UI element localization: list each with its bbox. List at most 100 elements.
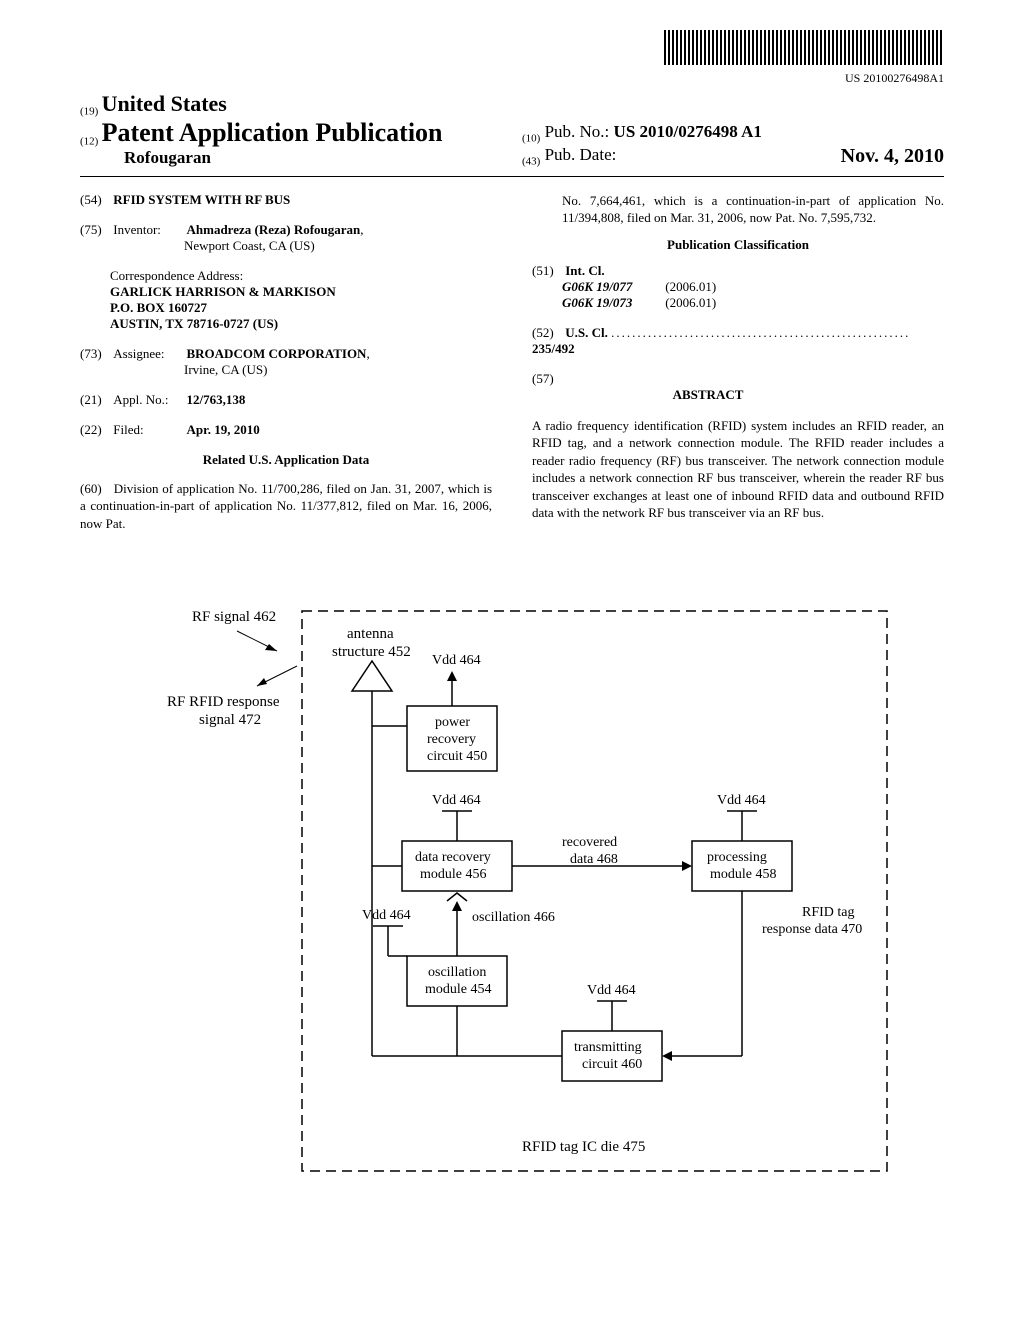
country-line: (19) United States	[80, 91, 502, 118]
content-columns: (54) RFID SYSTEM WITH RF BUS (75) Invent…	[80, 192, 944, 547]
recovered-l1: recovered	[562, 835, 617, 850]
vdd-1: Vdd 464	[432, 653, 481, 668]
correspondence-l3: AUSTIN, TX 78716-0727 (US)	[110, 316, 278, 331]
uscl-dots: ........................................…	[611, 325, 910, 340]
abstract-text: A radio frequency identification (RFID) …	[532, 417, 944, 522]
inventor-code: (75)	[80, 222, 110, 238]
proc-l1: processing	[707, 850, 767, 865]
recovered-l2: data 468	[570, 852, 618, 867]
header-right: (10) Pub. No.: US 2010/0276498 A1 (43) P…	[502, 122, 944, 167]
correspondence-l2: P.O. BOX 160727	[110, 300, 207, 315]
inventor-addr: Newport Coast, CA (US)	[80, 238, 315, 253]
uscl-section: (52) U.S. Cl. ..........................…	[532, 325, 944, 357]
pub-no-code: (10)	[522, 133, 540, 145]
filed-code: (22)	[80, 422, 110, 438]
barcode-number: US 20100276498A1	[80, 71, 944, 86]
antenna-l1: antenna	[347, 626, 394, 642]
pub-no-line: (10) Pub. No.: US 2010/0276498 A1	[522, 122, 944, 144]
title-code: (54)	[80, 192, 110, 208]
power-l2: recovery	[427, 732, 476, 747]
inventor-section: (75) Inventor: Ahmadreza (Reza) Rofougar…	[80, 222, 492, 254]
patent-title: RFID SYSTEM WITH RF BUS	[113, 192, 290, 207]
die-label: RFID tag IC die 475	[522, 1139, 645, 1155]
related-title: Related U.S. Application Data	[80, 452, 492, 468]
assignee-code: (73)	[80, 346, 110, 362]
barcode-image	[664, 30, 944, 65]
pub-date: Nov. 4, 2010	[841, 145, 944, 168]
abstract-title: ABSTRACT	[673, 387, 744, 402]
appl-section: (21) Appl. No.: 12/763,138	[80, 392, 492, 408]
abstract-code: (57)	[532, 371, 562, 387]
pub-class-title: Publication Classification	[532, 237, 944, 253]
trans-l2: circuit 460	[582, 1057, 642, 1072]
abstract-header: (57) ABSTRACT	[532, 371, 944, 403]
correspondence-section: Correspondence Address: GARLICK HARRISON…	[80, 268, 492, 332]
intcl-1: G06K 19/077	[562, 279, 632, 294]
inventor-name: Ahmadreza (Reza) Rofougaran	[187, 222, 361, 237]
filed-date: Apr. 19, 2010	[187, 422, 260, 437]
pub-no-label: Pub. No.:	[545, 122, 610, 141]
doctype-line: (12) Patent Application Publication	[80, 118, 502, 148]
doctype: Patent Application Publication	[102, 118, 443, 147]
intcl-1-date: (2006.01)	[665, 279, 716, 294]
barcode-section: US 20100276498A1	[80, 30, 944, 86]
power-l3: circuit 450	[427, 749, 487, 764]
intcl-label: Int. Cl.	[565, 263, 604, 278]
rf-signal-label: RF signal 462	[192, 609, 276, 625]
filed-label: Filed:	[113, 422, 183, 438]
country-code: (19)	[80, 106, 98, 118]
uscl-code: (52)	[532, 325, 562, 341]
assignee-addr: Irvine, CA (US)	[80, 362, 267, 377]
inventor-label: Inventor:	[113, 222, 183, 238]
intcl-2: G06K 19/073	[562, 295, 632, 310]
appl-no: 12/763,138	[187, 392, 246, 407]
power-l1: power	[435, 715, 470, 730]
related-code: (60)	[80, 480, 110, 498]
rfid-resp-l1: RFID tag	[802, 905, 855, 920]
rfid-resp-l2: response data 470	[762, 922, 862, 937]
rf-response-l1: RF RFID response	[167, 694, 280, 710]
pub-date-label: Pub. Date:	[545, 145, 617, 164]
appl-label: Appl. No.:	[113, 392, 183, 408]
vdd-5: Vdd 464	[587, 983, 636, 998]
pub-no: US 2010/0276498 A1	[614, 122, 762, 141]
assignee-name: BROADCOM CORPORATION	[187, 346, 367, 361]
trans-l1: transmitting	[574, 1040, 642, 1055]
vdd-2: Vdd 464	[432, 793, 481, 808]
proc-l2: module 458	[710, 867, 777, 882]
author: Rofougaran	[80, 148, 502, 168]
right-column: No. 7,664,461, which is a continuation-i…	[532, 192, 944, 547]
related-text: Division of application No. 11/700,286, …	[80, 481, 492, 531]
vdd-3: Vdd 464	[717, 793, 766, 808]
intcl-2-date: (2006.01)	[665, 295, 716, 310]
assignee-label: Assignee:	[113, 346, 183, 362]
doctype-code: (12)	[80, 135, 98, 147]
diagram: RF signal 462 RF RFID response signal 47…	[80, 596, 944, 1190]
correspondence-label: Correspondence Address:	[110, 268, 492, 284]
oscillation-lbl: oscillation 466	[472, 910, 555, 925]
osc-mod-l2: module 454	[425, 982, 492, 997]
title-section: (54) RFID SYSTEM WITH RF BUS	[80, 192, 492, 208]
signal-472: signal 472	[199, 712, 261, 728]
correspondence-l1: GARLICK HARRISON & MARKISON	[110, 284, 336, 299]
header: (19) United States (12) Patent Applicati…	[80, 91, 944, 168]
pub-date-line: (43) Pub. Date: Nov. 4, 2010	[522, 145, 944, 167]
related-cont: No. 7,664,461, which is a continuation-i…	[532, 192, 944, 227]
uscl-val: 235/492	[532, 341, 575, 356]
uscl-label: U.S. Cl.	[565, 325, 608, 340]
assignee-section: (73) Assignee: BROADCOM CORPORATION, Irv…	[80, 346, 492, 378]
osc-mod-l1: oscillation	[428, 965, 486, 980]
pub-date-code: (43)	[522, 155, 540, 167]
appl-code: (21)	[80, 392, 110, 408]
left-column: (54) RFID SYSTEM WITH RF BUS (75) Invent…	[80, 192, 492, 547]
intcl-section: (51) Int. Cl. G06K 19/077 (2006.01) G06K…	[532, 263, 944, 311]
header-left: (19) United States (12) Patent Applicati…	[80, 91, 502, 168]
rfid-diagram: RF signal 462 RF RFID response signal 47…	[132, 596, 892, 1186]
data-rec-l2: module 456	[420, 867, 487, 882]
intcl-code: (51)	[532, 263, 562, 279]
country: United States	[102, 91, 227, 116]
data-rec-l1: data recovery	[415, 850, 491, 865]
divider	[80, 176, 944, 177]
related-section: (60) Division of application No. 11/700,…	[80, 480, 492, 533]
filed-section: (22) Filed: Apr. 19, 2010	[80, 422, 492, 438]
